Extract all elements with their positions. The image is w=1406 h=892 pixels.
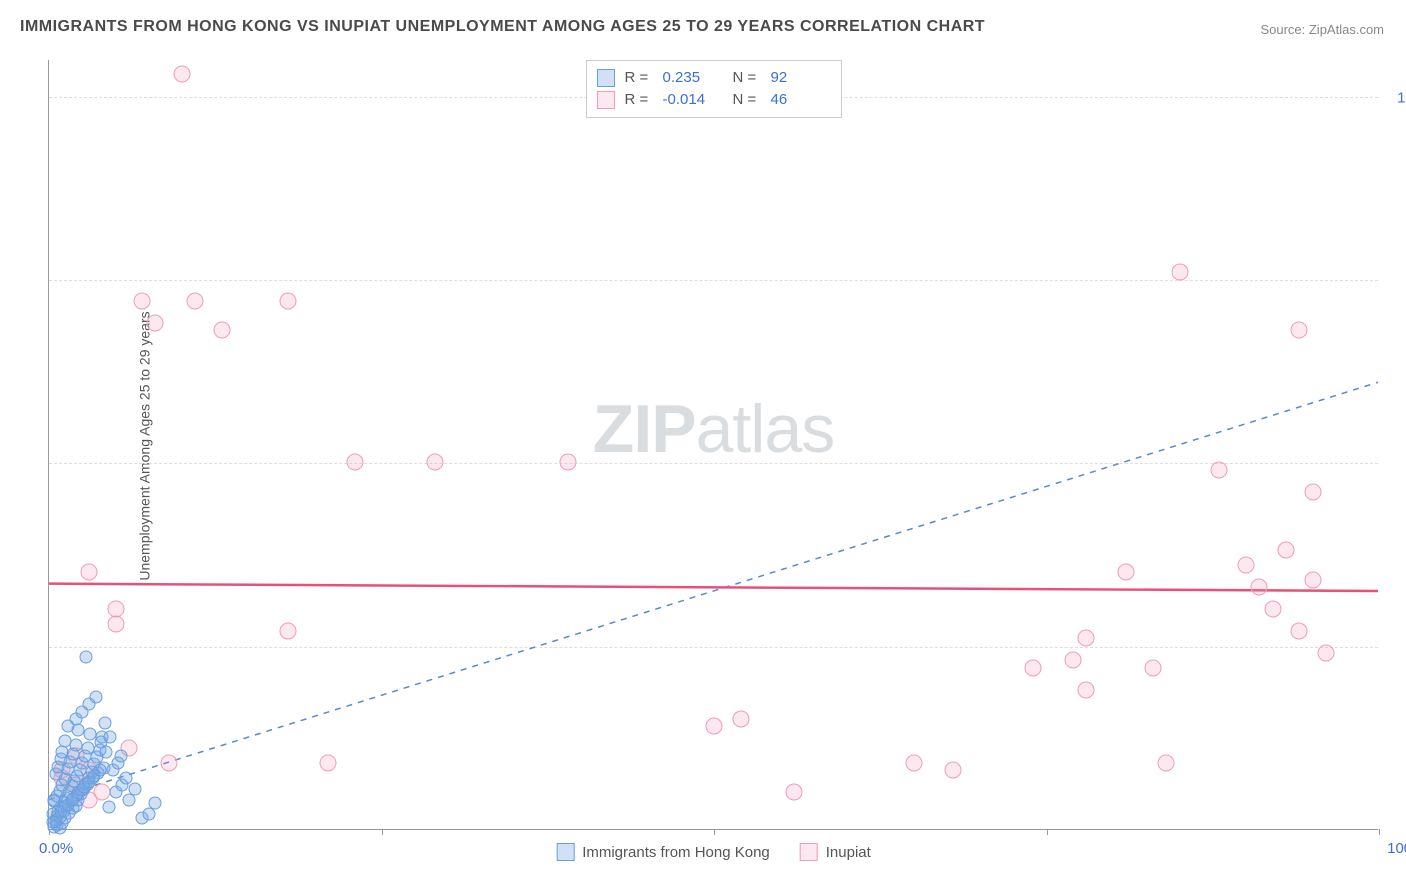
chart-title: IMMIGRANTS FROM HONG KONG VS INUPIAT UNE… xyxy=(20,18,985,36)
scatter-point xyxy=(114,749,127,762)
scatter-point xyxy=(1144,659,1161,676)
scatter-point xyxy=(785,784,802,801)
scatter-point xyxy=(905,755,922,772)
scatter-point xyxy=(1078,681,1095,698)
n-value-blue: 92 xyxy=(771,67,831,89)
scatter-point xyxy=(1118,564,1135,581)
x-tick xyxy=(1379,829,1380,835)
scatter-point xyxy=(1304,483,1321,500)
source-attribution: Source: ZipAtlas.com xyxy=(1260,22,1384,37)
swatch-blue-icon xyxy=(597,69,615,87)
scatter-point xyxy=(81,742,94,755)
scatter-point xyxy=(280,623,297,640)
scatter-plot: ZIPatlas 25.0%50.0%75.0%100.0% R = 0.235… xyxy=(48,60,1378,830)
scatter-point xyxy=(213,322,230,339)
legend-label-blue: Immigrants from Hong Kong xyxy=(582,844,770,861)
scatter-point xyxy=(1251,579,1268,596)
scatter-point xyxy=(1065,652,1082,669)
x-tick xyxy=(382,829,383,835)
scatter-point xyxy=(134,293,151,310)
scatter-point xyxy=(80,564,97,581)
legend-stats: R = 0.235 N = 92 R = -0.014 N = 46 xyxy=(586,60,842,118)
scatter-point xyxy=(122,793,135,806)
gridline: 25.0% xyxy=(49,647,1378,648)
scatter-point xyxy=(1158,755,1175,772)
watermark: ZIPatlas xyxy=(593,390,834,468)
swatch-blue-icon xyxy=(556,843,574,861)
legend-stats-row-pink: R = -0.014 N = 46 xyxy=(597,89,831,111)
scatter-point xyxy=(56,746,69,759)
scatter-point xyxy=(1304,571,1321,588)
scatter-point xyxy=(1291,322,1308,339)
y-tick-label: 50.0% xyxy=(1388,456,1406,473)
r-label: R = xyxy=(625,67,653,89)
gridline: 50.0% xyxy=(49,463,1378,464)
scatter-point xyxy=(1264,601,1281,618)
x-tick xyxy=(714,829,715,835)
y-tick-label: 100.0% xyxy=(1388,89,1406,106)
scatter-point xyxy=(732,711,749,728)
trend-line xyxy=(49,584,1378,591)
trend-line xyxy=(49,382,1378,799)
scatter-point xyxy=(1171,263,1188,280)
n-value-pink: 46 xyxy=(771,89,831,111)
scatter-point xyxy=(1317,645,1334,662)
scatter-point xyxy=(1025,659,1042,676)
scatter-point xyxy=(346,454,363,471)
r-value-pink: -0.014 xyxy=(663,89,723,111)
scatter-point xyxy=(149,797,162,810)
scatter-point xyxy=(58,735,71,748)
scatter-point xyxy=(280,293,297,310)
scatter-point xyxy=(89,691,102,704)
scatter-point xyxy=(320,755,337,772)
scatter-point xyxy=(1291,623,1308,640)
scatter-point xyxy=(98,716,111,729)
legend-item-pink: Inupiat xyxy=(800,843,871,861)
swatch-pink-icon xyxy=(800,843,818,861)
trend-lines xyxy=(49,60,1378,829)
x-origin-label: 0.0% xyxy=(39,840,73,857)
swatch-pink-icon xyxy=(597,91,615,109)
scatter-point xyxy=(187,293,204,310)
scatter-point xyxy=(426,454,443,471)
scatter-point xyxy=(147,315,164,332)
scatter-point xyxy=(104,731,117,744)
watermark-light: atlas xyxy=(696,391,835,467)
r-value-blue: 0.235 xyxy=(663,67,723,89)
x-tick xyxy=(1047,829,1048,835)
scatter-point xyxy=(160,755,177,772)
scatter-point xyxy=(46,815,59,828)
scatter-point xyxy=(107,615,124,632)
y-tick-label: 25.0% xyxy=(1388,639,1406,656)
legend-series: Immigrants from Hong Kong Inupiat xyxy=(556,843,871,861)
scatter-point xyxy=(706,718,723,735)
scatter-point xyxy=(945,762,962,779)
r-label: R = xyxy=(625,89,653,111)
scatter-point xyxy=(102,801,115,814)
scatter-point xyxy=(142,808,155,821)
watermark-bold: ZIP xyxy=(593,391,696,467)
scatter-point xyxy=(1211,461,1228,478)
scatter-point xyxy=(48,793,61,806)
scatter-point xyxy=(129,782,142,795)
scatter-point xyxy=(120,771,133,784)
y-tick-label: 75.0% xyxy=(1388,273,1406,290)
n-label: N = xyxy=(733,67,761,89)
legend-label-pink: Inupiat xyxy=(826,844,871,861)
n-label: N = xyxy=(733,89,761,111)
legend-stats-row-blue: R = 0.235 N = 92 xyxy=(597,67,831,89)
legend-item-blue: Immigrants from Hong Kong xyxy=(556,843,770,861)
scatter-point xyxy=(174,65,191,82)
scatter-point xyxy=(1238,557,1255,574)
scatter-point xyxy=(80,650,93,663)
scatter-point xyxy=(1078,630,1095,647)
scatter-point xyxy=(93,764,106,777)
scatter-point xyxy=(1277,542,1294,559)
x-max-label: 100.0% xyxy=(1387,840,1406,857)
scatter-point xyxy=(559,454,576,471)
